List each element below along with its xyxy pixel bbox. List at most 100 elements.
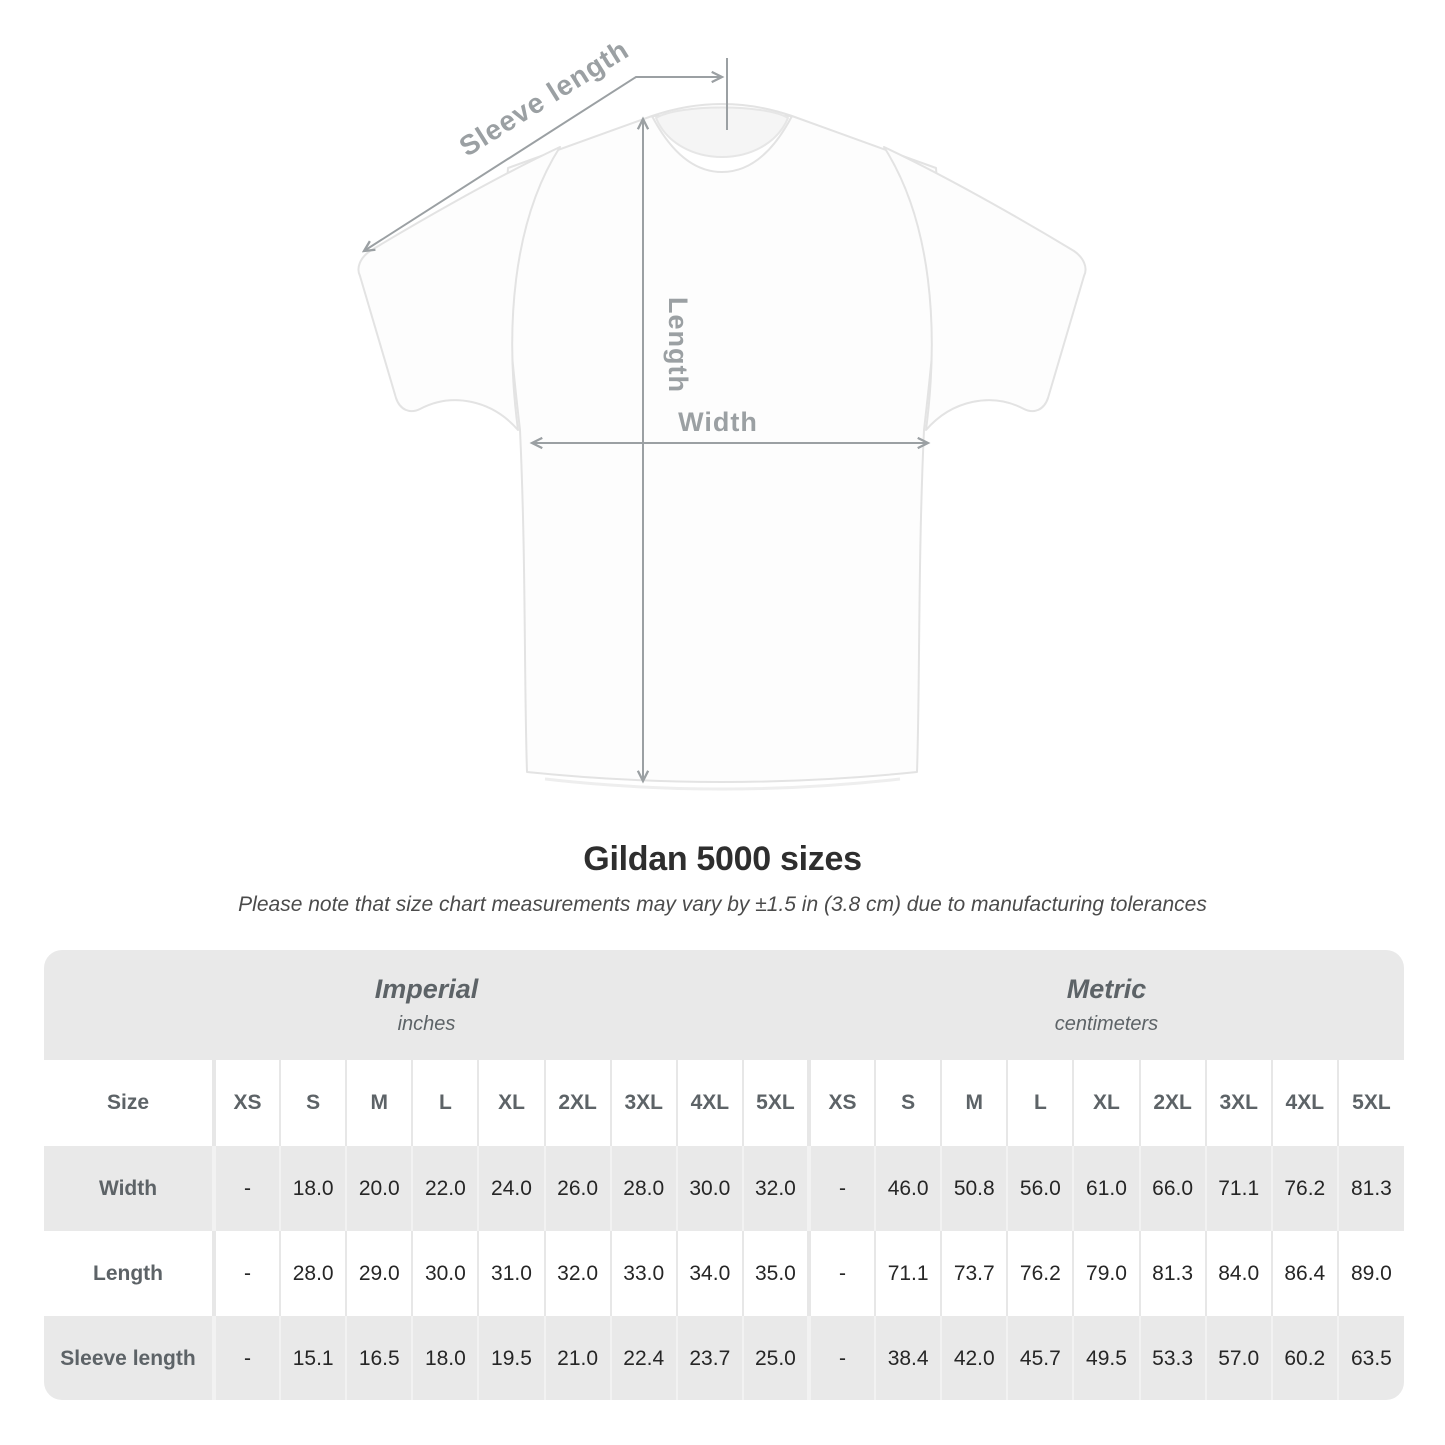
unit-group-row: Imperial inches Metric centimeters	[44, 950, 1404, 1060]
width-metric-5xl: 81.3	[1336, 1146, 1404, 1231]
length-imperial-3xl: 33.0	[609, 1231, 677, 1316]
size-header-imperial-xs: XS	[211, 1060, 281, 1146]
size-header-metric-5xl: 5XL	[1336, 1060, 1404, 1146]
size-header-row: Size XS S M L XL 2XL 3XL 4XL 5XL XS S M L XL 2XL 3XL 4XL 5…	[44, 1060, 1404, 1146]
sleeve-length-metric-5xl: 63.5	[1336, 1316, 1404, 1400]
width-metric-3xl: 71.1	[1204, 1146, 1272, 1231]
width-metric-xl: 61.0	[1072, 1146, 1140, 1231]
imperial-group-header: Imperial inches	[44, 950, 809, 1060]
size-header-metric-xs: XS	[806, 1060, 876, 1146]
tolerance-note: Please note that size chart measurements…	[238, 893, 1207, 916]
width-imperial-2xl: 26.0	[543, 1146, 611, 1231]
width-imperial-3xl: 28.0	[609, 1146, 677, 1231]
sleeve-length-imperial-m: 16.5	[345, 1316, 413, 1400]
sleeve-length-metric-xs: -	[806, 1316, 876, 1400]
length-imperial-4xl: 34.0	[675, 1231, 743, 1316]
row-label-length: Length	[93, 1261, 163, 1285]
length-label: Length	[663, 297, 693, 393]
size-header-metric-3xl: 3XL	[1204, 1060, 1272, 1146]
length-metric-5xl: 89.0	[1336, 1231, 1404, 1316]
width-imperial-xl: 24.0	[477, 1146, 545, 1231]
width-imperial-l: 22.0	[411, 1146, 479, 1231]
sleeve-length-imperial-2xl: 21.0	[543, 1316, 611, 1400]
length-imperial-xs: -	[211, 1231, 281, 1316]
size-header-metric-m: M	[940, 1060, 1008, 1146]
size-header-imperial-2xl: 2XL	[543, 1060, 611, 1146]
length-imperial-5xl: 35.0	[741, 1231, 809, 1316]
size-header-imperial-5xl: 5XL	[741, 1060, 809, 1146]
width-imperial-m: 20.0	[345, 1146, 413, 1231]
measurement-row-width: Width -18.0 20.0 22.0 24.0 26.0 28.0 30.0 32.0-4…	[44, 1146, 1404, 1231]
length-metric-xs: -	[806, 1231, 876, 1316]
sleeve-length-metric-l: 45.7	[1006, 1316, 1074, 1400]
size-table-grid: Imperial inches Metric centimeters Size X…	[44, 950, 1404, 1400]
sleeve-length-imperial-s: 15.1	[279, 1316, 347, 1400]
sleeve-length-arrow	[364, 77, 722, 251]
length-metric-l: 76.2	[1006, 1231, 1074, 1316]
size-header-metric-2xl: 2XL	[1138, 1060, 1206, 1146]
metric-group-label: Metric	[1066, 974, 1147, 1005]
width-metric-2xl: 66.0	[1138, 1146, 1206, 1231]
size-table: Imperial inches Metric centimeters Size X…	[44, 950, 1404, 1400]
sleeve-length-metric-m: 42.0	[940, 1316, 1008, 1400]
size-header-imperial-xl: XL	[477, 1060, 545, 1146]
size-header-imperial-s: S	[279, 1060, 347, 1146]
size-column-header: Size	[106, 1091, 150, 1114]
metric-group-unit: centimeters	[1054, 1012, 1159, 1035]
length-metric-m: 73.7	[940, 1231, 1008, 1316]
width-imperial-4xl: 30.0	[675, 1146, 743, 1231]
tshirt-right-sleeve	[883, 146, 1087, 431]
sleeve-length-imperial-3xl: 22.4	[609, 1316, 677, 1400]
sleeve-length-metric-4xl: 60.2	[1270, 1316, 1338, 1400]
sleeve-length-metric-3xl: 57.0	[1204, 1316, 1272, 1400]
width-imperial-xs: -	[211, 1146, 281, 1231]
size-header-metric-s: S	[874, 1060, 942, 1146]
hem-shadow	[544, 777, 901, 791]
length-metric-3xl: 84.0	[1204, 1231, 1272, 1316]
length-metric-xl: 79.0	[1072, 1231, 1140, 1316]
length-imperial-s: 28.0	[279, 1231, 347, 1316]
width-metric-m: 50.8	[940, 1146, 1008, 1231]
width-imperial-s: 18.0	[279, 1146, 347, 1231]
row-label-width: Width	[98, 1176, 158, 1200]
sleeve-length-metric-2xl: 53.3	[1138, 1316, 1206, 1400]
tshirt-measurement-diagram: Sleeve length Length Width	[357, 34, 1087, 791]
sleeve-length-imperial-4xl: 23.7	[675, 1316, 743, 1400]
measurement-row-length: Length -28.0 29.0 30.0 31.0 32.0 33.0 34.0 35.0-…	[44, 1231, 1404, 1316]
sleeve-length-imperial-xl: 19.5	[477, 1316, 545, 1400]
sleeve-length-imperial-xs: -	[211, 1316, 281, 1400]
size-header-metric-l: L	[1006, 1060, 1074, 1146]
sleeve-length-imperial-l: 18.0	[411, 1316, 479, 1400]
imperial-group-unit: inches	[397, 1012, 456, 1035]
row-label-sleeve-length: Sleeve length	[60, 1346, 196, 1370]
width-metric-l: 56.0	[1006, 1146, 1074, 1231]
width-imperial-5xl: 32.0	[741, 1146, 809, 1231]
tshirt-illustration: Sleeve length Length Width	[357, 34, 1087, 791]
page-title: Gildan 5000 sizes	[583, 840, 862, 878]
sleeve-length-imperial-5xl: 25.0	[741, 1316, 809, 1400]
length-imperial-xl: 31.0	[477, 1231, 545, 1316]
length-metric-s: 71.1	[874, 1231, 942, 1316]
size-header-metric-xl: XL	[1072, 1060, 1140, 1146]
measurement-row-sleeve-length: Sleeve length -15.1 16.5 18.0 19.5 21.0 22.4 23…	[44, 1316, 1404, 1400]
size-header-imperial-4xl: 4XL	[675, 1060, 743, 1146]
width-metric-s: 46.0	[874, 1146, 942, 1231]
size-header-imperial-l: L	[411, 1060, 479, 1146]
length-metric-4xl: 86.4	[1270, 1231, 1338, 1316]
size-header-imperial-3xl: 3XL	[609, 1060, 677, 1146]
size-header-imperial-m: M	[345, 1060, 413, 1146]
width-metric-xs: -	[806, 1146, 876, 1231]
size-table-body: Size XS S M L XL 2XL 3XL 4XL 5XL XS S M L XL 2XL 3XL 4XL 5…	[44, 1060, 1404, 1400]
length-imperial-m: 29.0	[345, 1231, 413, 1316]
width-label: Width	[678, 407, 758, 437]
imperial-group-label: Imperial	[374, 974, 479, 1005]
width-metric-4xl: 76.2	[1270, 1146, 1338, 1231]
tshirt-body	[504, 115, 940, 783]
length-metric-2xl: 81.3	[1138, 1231, 1206, 1316]
size-header-metric-4xl: 4XL	[1270, 1060, 1338, 1146]
length-imperial-l: 30.0	[411, 1231, 479, 1316]
sleeve-length-metric-s: 38.4	[874, 1316, 942, 1400]
metric-group-header: Metric centimeters	[809, 950, 1404, 1060]
length-imperial-2xl: 32.0	[543, 1231, 611, 1316]
